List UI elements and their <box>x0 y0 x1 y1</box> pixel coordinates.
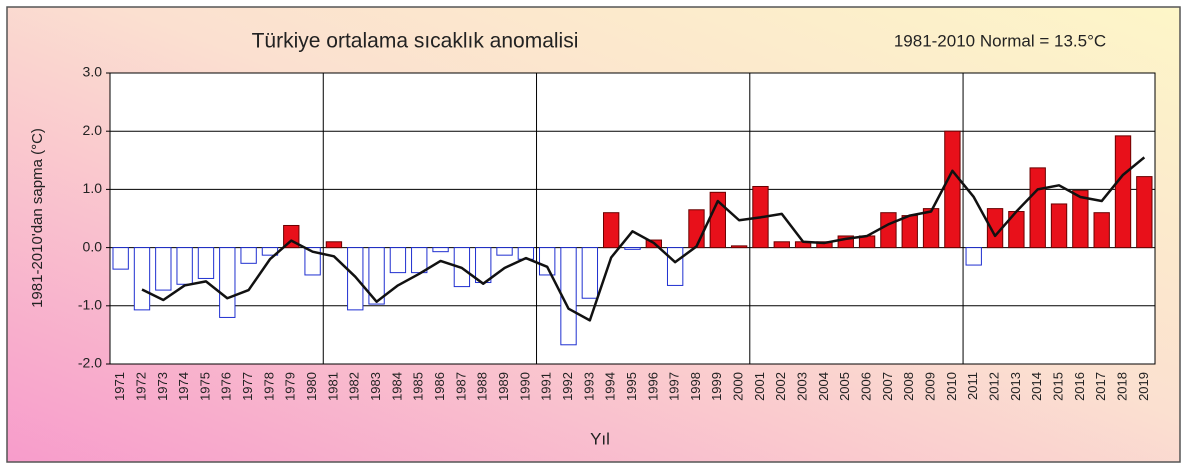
bar <box>133 247 151 311</box>
x-axis-label: Yıl <box>590 429 610 448</box>
bar <box>240 247 257 264</box>
bar <box>602 212 620 249</box>
x-tick-label: 1992 <box>560 372 575 401</box>
x-tick-label: 1975 <box>197 372 212 401</box>
x-tick-label: 2014 <box>1029 372 1044 401</box>
x-tick-label: 1972 <box>133 372 148 401</box>
x-tick-label: 1998 <box>688 372 703 401</box>
x-tick-label: 1980 <box>304 372 319 401</box>
x-tick-label: 1985 <box>411 372 426 401</box>
x-tick-label: 1995 <box>624 372 639 401</box>
bar <box>347 247 364 311</box>
x-tick-label: 1981 <box>325 372 340 401</box>
y-tick-label: -1.0 <box>78 297 102 313</box>
x-tick-label: 2016 <box>1072 372 1087 401</box>
bar <box>368 247 385 305</box>
x-tick-label: 1989 <box>496 372 511 401</box>
x-tick-label: 2009 <box>923 372 938 401</box>
x-tick-label: 1990 <box>517 372 532 401</box>
x-tick-label: 1973 <box>155 372 170 401</box>
x-tick-label: 2011 <box>965 372 980 400</box>
bar <box>624 247 641 250</box>
y-tick-label: 0.0 <box>83 238 103 254</box>
x-tick-label: 1986 <box>432 372 447 401</box>
x-tick-label: 1979 <box>283 372 298 401</box>
annotation: 1981-2010 Normal = 13.5°C <box>894 31 1106 50</box>
x-tick-label: 1982 <box>347 372 362 401</box>
bar <box>1072 190 1089 249</box>
x-tick-label: 2000 <box>731 372 746 401</box>
chart-title: Türkiye ortalama sıcaklık anomalisi <box>252 30 579 53</box>
bar <box>1114 135 1132 249</box>
x-tick-label: 2004 <box>816 372 831 401</box>
bar <box>944 130 961 249</box>
plot-area <box>109 72 1156 365</box>
bar <box>389 247 407 274</box>
x-tick-label: 2019 <box>1136 372 1151 401</box>
y-tick-label: -2.0 <box>78 355 102 371</box>
bar <box>1050 203 1068 249</box>
bar <box>176 247 193 285</box>
x-tick-label: 2003 <box>795 372 810 401</box>
x-tick-label: 2008 <box>901 372 916 401</box>
bar <box>581 247 599 299</box>
bar <box>773 241 790 249</box>
x-tick-label: 1988 <box>475 372 490 401</box>
x-tick-label: 1993 <box>581 372 596 401</box>
y-tick-label: 1.0 <box>83 180 103 196</box>
x-tick-label: 2001 <box>752 372 767 401</box>
bar <box>432 247 449 253</box>
x-tick-label: 1999 <box>709 372 724 401</box>
x-tick-label: 1996 <box>645 372 660 401</box>
x-tick-label: 2013 <box>1008 372 1023 401</box>
x-tick-label: 2015 <box>1050 372 1065 401</box>
bar <box>880 212 897 249</box>
bar <box>325 241 343 249</box>
x-tick-label: 2006 <box>859 372 874 401</box>
y-axis-label: 1981-2010'dan sapma (°C) <box>29 128 46 308</box>
x-tick-label: 2012 <box>986 372 1001 401</box>
bar <box>304 247 321 276</box>
x-tick-label: 2010 <box>944 372 959 401</box>
x-tick-label: 1994 <box>603 372 618 401</box>
bar <box>219 247 236 318</box>
x-tick-label: 2002 <box>773 372 788 401</box>
bar <box>730 245 748 249</box>
bar <box>411 247 428 274</box>
x-tick-label: 1977 <box>240 372 255 401</box>
x-tick-label: 1997 <box>667 372 682 401</box>
bar <box>837 235 854 249</box>
bar <box>197 247 215 279</box>
x-tick-label: 2017 <box>1093 372 1108 401</box>
x-tick-label: 1987 <box>453 372 468 401</box>
bar <box>496 247 513 256</box>
trend-line <box>141 156 1146 322</box>
bar <box>1093 212 1110 249</box>
x-tick-label: 2005 <box>837 372 852 401</box>
bar <box>922 208 940 249</box>
bar <box>965 247 982 266</box>
x-tick-label: 1974 <box>176 372 191 401</box>
bar <box>1136 176 1153 249</box>
bar <box>475 247 492 284</box>
x-tick-label: 2007 <box>880 372 895 401</box>
x-tick-label: 1983 <box>368 372 383 401</box>
x-tick-label: 2018 <box>1114 372 1129 401</box>
bar <box>539 247 556 276</box>
x-tick-label: 1978 <box>261 372 276 401</box>
y-tick-label: 2.0 <box>83 122 103 138</box>
x-tick-label: 1976 <box>219 372 234 401</box>
bar <box>688 209 705 249</box>
bar <box>666 247 684 286</box>
bar <box>901 215 918 249</box>
x-tick-label: 1984 <box>389 372 404 401</box>
x-tick-label: 1991 <box>539 372 554 401</box>
bar <box>155 247 172 291</box>
y-tick-label: 3.0 <box>83 64 103 80</box>
bar <box>1029 167 1046 249</box>
bar <box>112 247 129 270</box>
x-tick-label: 1971 <box>112 372 127 401</box>
